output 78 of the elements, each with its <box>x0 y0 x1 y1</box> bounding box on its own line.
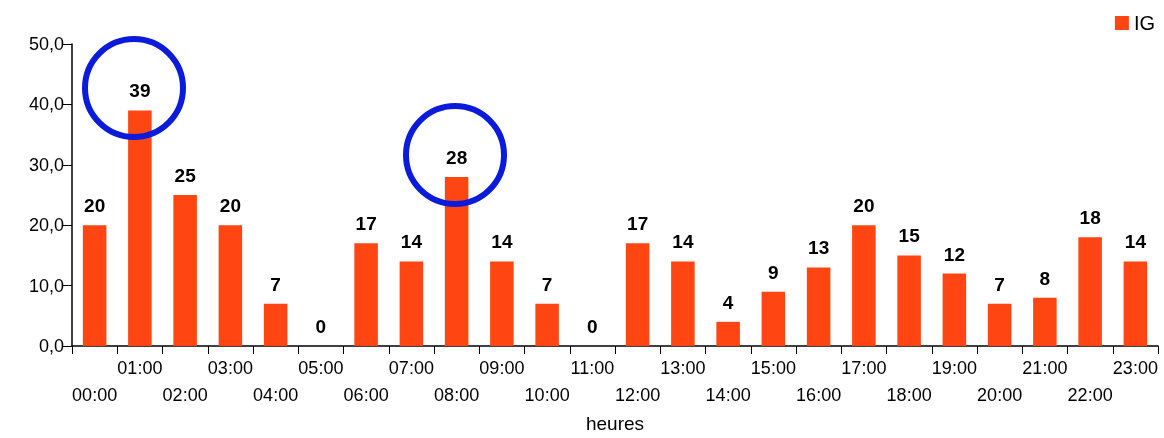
bar <box>1033 297 1057 346</box>
data-label: 9 <box>768 261 779 283</box>
data-label: 17 <box>355 213 377 235</box>
x-tick-label: 23:00 <box>1112 357 1158 378</box>
bar <box>1123 261 1148 346</box>
x-tick-label: 03:00 <box>207 357 253 378</box>
data-label: 39 <box>129 80 151 102</box>
data-label: 25 <box>174 165 197 186</box>
y-tick-label: 50,0 <box>28 34 64 54</box>
x-tick-label: 20:00 <box>977 384 1023 405</box>
bar <box>761 291 786 346</box>
x-axis-title: heures <box>585 413 645 434</box>
x-tick-label: 10:00 <box>524 384 570 405</box>
x-tick-label: 07:00 <box>388 357 434 378</box>
data-label: 4 <box>722 291 734 313</box>
bar <box>354 243 378 346</box>
x-tick-label: 18:00 <box>886 384 932 405</box>
bar <box>218 225 243 346</box>
data-label: 12 <box>943 243 965 265</box>
data-label: 14 <box>672 231 694 253</box>
data-label: 20 <box>219 195 241 217</box>
legend-label: IG <box>1133 12 1156 34</box>
bar <box>852 225 876 346</box>
y-tick-label: 10,0 <box>28 275 64 296</box>
bar <box>128 110 152 346</box>
x-tick-label: 01:00 <box>117 357 163 378</box>
bar <box>82 225 107 346</box>
bar <box>490 261 514 346</box>
bar <box>1078 237 1102 346</box>
data-label: 7 <box>994 273 1005 295</box>
data-label: 20 <box>853 195 875 217</box>
data-label: 20 <box>84 195 106 217</box>
data-label: 14 <box>400 231 423 253</box>
bar <box>942 273 967 346</box>
bar <box>263 303 288 346</box>
data-label: 0 <box>315 316 327 337</box>
bar <box>444 176 469 346</box>
bar <box>625 243 650 346</box>
data-label: 17 <box>627 213 649 235</box>
bar <box>671 261 695 346</box>
data-label: 7 <box>270 273 281 295</box>
x-tick-label: 13:00 <box>660 357 706 378</box>
x-tick-label: 02:00 <box>162 384 208 405</box>
x-tick-label: 16:00 <box>796 384 842 405</box>
data-label: 15 <box>898 225 921 247</box>
bar <box>897 255 921 346</box>
x-tick-label: 14:00 <box>705 384 751 405</box>
x-tick-label: 22:00 <box>1067 384 1113 405</box>
y-tick-label: 30,0 <box>28 154 64 175</box>
x-tick-label: 09:00 <box>479 357 525 378</box>
data-label: 7 <box>541 273 553 295</box>
y-tick-label: 20,0 <box>28 215 64 236</box>
x-tick-label: 05:00 <box>298 357 344 378</box>
data-label: 8 <box>1039 267 1051 289</box>
data-label: 28 <box>446 146 468 168</box>
x-tick-label: 17:00 <box>841 357 887 378</box>
y-tick-label: 40,0 <box>28 94 64 115</box>
x-tick-label: 21:00 <box>1022 357 1068 378</box>
x-tick-label: 11:00 <box>570 357 615 378</box>
bar <box>535 303 559 346</box>
bar <box>716 321 740 346</box>
bar <box>806 267 831 346</box>
x-tick-label: 15:00 <box>750 357 796 378</box>
x-tick-label: 04:00 <box>253 384 299 405</box>
data-label: 18 <box>1079 207 1101 229</box>
x-tick-label: 00:00 <box>72 384 118 405</box>
data-label: 14 <box>1124 231 1147 253</box>
bar <box>173 195 197 346</box>
bar <box>399 261 424 346</box>
x-tick-label: 06:00 <box>343 384 389 405</box>
x-tick-label: 12:00 <box>615 384 661 405</box>
x-tick-label: 19:00 <box>931 357 977 378</box>
data-label: 14 <box>491 231 513 253</box>
bar <box>987 303 1012 346</box>
data-label: 13 <box>808 237 830 259</box>
x-tick-label: 08:00 <box>434 384 480 405</box>
y-tick-label: 0,0 <box>38 336 64 356</box>
data-label: 0 <box>587 316 598 337</box>
